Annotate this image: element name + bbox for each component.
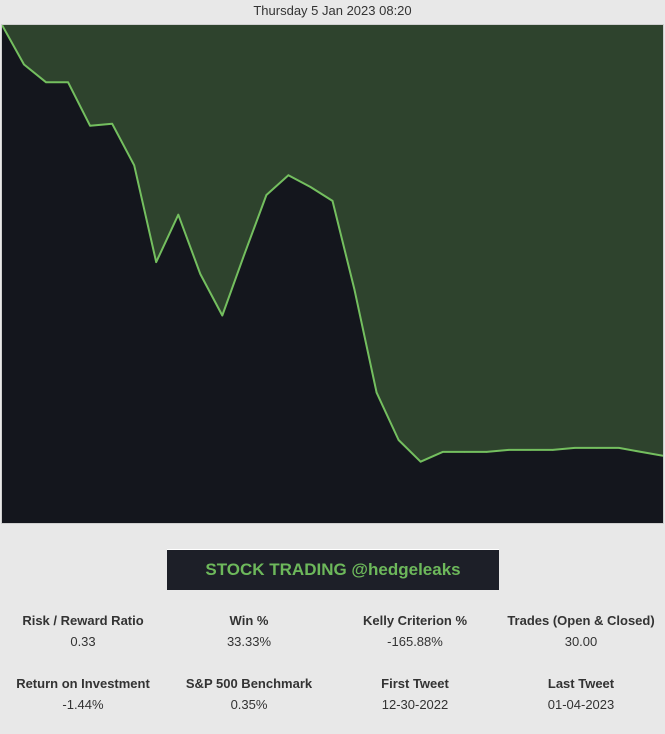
- data-point: [530, 449, 532, 451]
- data-point: [287, 174, 290, 176]
- stat-label: Kelly Criterion %: [362, 613, 468, 628]
- stat-value: -165.88%: [387, 634, 443, 649]
- data-point: [67, 81, 69, 84]
- stat-sp500: S&P 500 Benchmark 0.35%: [166, 673, 332, 715]
- data-point: [265, 194, 268, 196]
- data-point: [2, 25, 3, 26]
- stat-value: 0.33: [70, 634, 96, 649]
- data-point: [331, 200, 334, 202]
- data-point: [111, 123, 113, 125]
- stat-value: 30.00: [564, 634, 598, 649]
- stat-value: 33.33%: [226, 634, 272, 649]
- data-point: [640, 451, 642, 453]
- data-point: [133, 164, 135, 167]
- stat-last-tweet: Last Tweet 01-04-2023: [498, 673, 664, 715]
- data-point: [45, 81, 47, 84]
- stat-value: 0.35%: [230, 697, 268, 712]
- data-point: [353, 289, 356, 291]
- data-point: [397, 439, 400, 441]
- stat-value: -1.44%: [62, 697, 104, 712]
- timestamp: Thursday 5 Jan 2023 08:20: [253, 3, 412, 18]
- chart-svg: [2, 25, 663, 523]
- stat-first-tweet: First Tweet 12-30-2022: [332, 673, 498, 715]
- data-point: [618, 447, 620, 449]
- stat-win-pct: Win % 33.33%: [166, 610, 332, 652]
- data-point: [89, 125, 91, 127]
- data-point: [199, 273, 202, 275]
- stat-label: S&P 500 Benchmark: [185, 676, 313, 691]
- data-point: [309, 186, 312, 188]
- data-point: [419, 460, 422, 463]
- data-point: [552, 449, 554, 451]
- stat-trades: Trades (Open & Closed) 30.00: [498, 610, 664, 652]
- data-point: [508, 449, 510, 451]
- data-point: [441, 451, 444, 453]
- data-point: [574, 447, 576, 449]
- data-point: [155, 261, 157, 263]
- stat-label: Last Tweet: [547, 676, 615, 691]
- stat-label: Return on Investment: [16, 676, 150, 691]
- data-point: [463, 451, 466, 453]
- data-point: [375, 391, 378, 394]
- stat-value: 12-30-2022: [381, 697, 449, 712]
- performance-chart: [1, 24, 664, 524]
- stat-kelly: Kelly Criterion % -165.88%: [332, 610, 498, 652]
- stat-risk-reward: Risk / Reward Ratio 0.33: [0, 610, 166, 652]
- data-point: [23, 63, 25, 66]
- stat-value: 01-04-2023: [547, 697, 615, 712]
- area-fill: [2, 25, 663, 462]
- stat-label: First Tweet: [381, 676, 449, 691]
- data-point: [243, 253, 246, 255]
- data-point: [485, 451, 488, 453]
- data-point: [596, 447, 598, 449]
- stat-label: Trades (Open & Closed): [507, 613, 655, 628]
- data-point: [662, 455, 663, 457]
- data-point: [221, 314, 224, 317]
- stat-label: Win %: [229, 613, 269, 628]
- stat-roi: Return on Investment -1.44%: [0, 673, 166, 715]
- data-point: [177, 213, 180, 216]
- brand-banner: STOCK TRADING @hedgeleaks: [167, 549, 499, 590]
- stat-label: Risk / Reward Ratio: [22, 613, 144, 628]
